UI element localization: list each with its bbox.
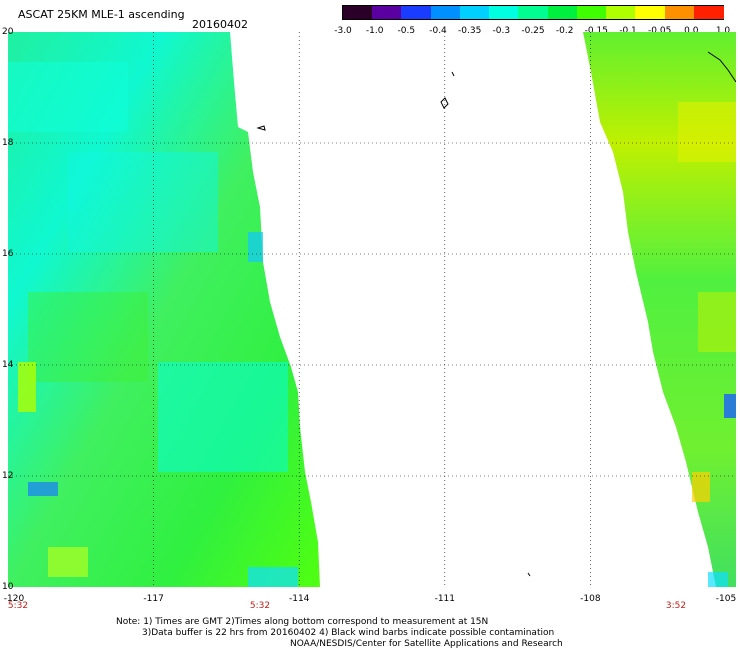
colorbar-label: -0.3 bbox=[492, 26, 511, 36]
note-line-1: Note: 1) Times are GMT 2)Times along bot… bbox=[116, 617, 489, 627]
lon-label: -105 bbox=[715, 594, 737, 604]
note-line-3: NOAA/NESDIS/Center for Satellite Applica… bbox=[290, 639, 563, 649]
colorbar-label: 1.0 bbox=[715, 26, 731, 36]
swath-right-patches bbox=[678, 102, 736, 587]
lat-label: 12 bbox=[2, 471, 14, 481]
lat-label: 16 bbox=[2, 249, 14, 259]
colorbar-label: -1.0 bbox=[365, 26, 384, 36]
colorbar-label: -0.25 bbox=[521, 26, 545, 36]
lon-label: -108 bbox=[580, 594, 601, 604]
colorbar-segment bbox=[343, 6, 374, 19]
colorbar-label: -0.5 bbox=[397, 26, 416, 36]
colorbar-label: -0.2 bbox=[555, 26, 574, 36]
swath-left-patches bbox=[8, 62, 298, 587]
colorbar-label: 0.0 bbox=[684, 26, 699, 36]
colorbar-segment bbox=[664, 6, 695, 19]
map-title: ASCAT 25KM MLE-1 ascending bbox=[18, 8, 185, 21]
lat-label: 18 bbox=[2, 138, 14, 148]
lat-label: 20 bbox=[2, 27, 14, 37]
swath-map bbox=[8, 32, 736, 587]
colorbar-segment bbox=[518, 6, 549, 19]
note-line-2: 3)Data buffer is 22 hrs from 20160402 4)… bbox=[142, 628, 555, 638]
land-outlines bbox=[256, 51, 736, 577]
colorbar-segment bbox=[401, 6, 432, 19]
time-left: 5:32 bbox=[7, 601, 29, 611]
colorbar-label: -0.15 bbox=[584, 26, 608, 36]
colorbar-segment bbox=[372, 6, 403, 19]
lat-label: 10 bbox=[2, 582, 14, 592]
lon-label: -114 bbox=[288, 594, 310, 604]
colorbar-label: -0.35 bbox=[458, 26, 482, 36]
colorbar-segment bbox=[576, 6, 608, 19]
gridlines bbox=[8, 32, 736, 587]
time-middle: 5:32 bbox=[249, 601, 271, 611]
lon-label: -117 bbox=[143, 594, 164, 604]
map-date: 20160402 bbox=[192, 18, 248, 31]
colorbar-segment bbox=[430, 6, 461, 19]
colorbar-segment bbox=[606, 6, 637, 19]
colorbar-label: -0.05 bbox=[648, 26, 672, 36]
time-right: 3:52 bbox=[665, 601, 687, 611]
colorbar-label: -0.4 bbox=[429, 26, 447, 36]
colorbar-segment bbox=[489, 6, 520, 19]
swath-right bbox=[583, 32, 736, 587]
colorbar-label: -3.0 bbox=[334, 26, 352, 36]
lon-label: -120 bbox=[3, 594, 25, 604]
colorbar-segment bbox=[693, 6, 724, 19]
lat-label: 14 bbox=[2, 360, 14, 370]
colorbar-segment bbox=[547, 6, 578, 19]
colorbar-segment bbox=[635, 6, 666, 19]
lon-label: -111 bbox=[434, 594, 456, 604]
colorbar-segment bbox=[459, 6, 491, 19]
colorbar-label: -0.1 bbox=[619, 26, 637, 36]
colorbar bbox=[342, 5, 724, 20]
